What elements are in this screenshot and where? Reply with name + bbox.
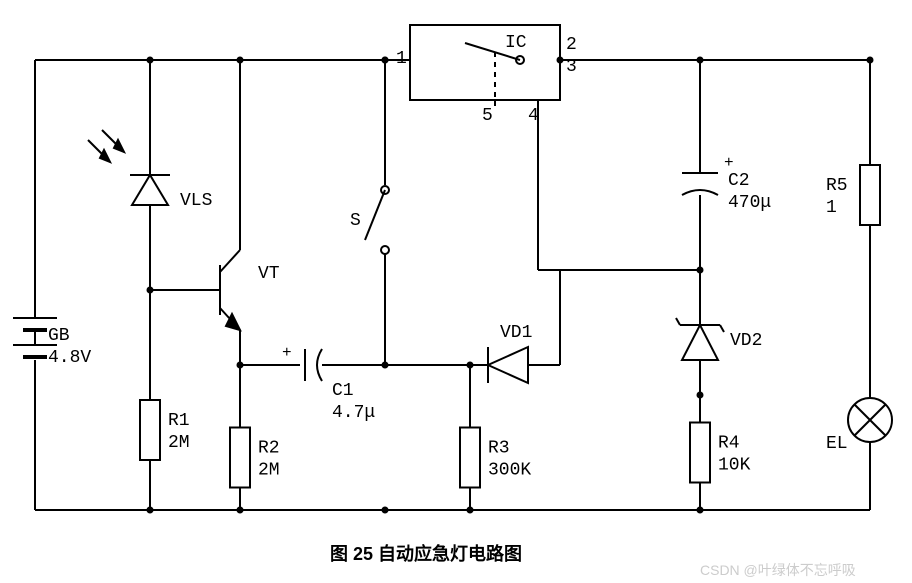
R5-value: 1 <box>826 198 837 218</box>
ic-label: IC <box>505 33 527 53</box>
R1-value: 2M <box>168 433 190 453</box>
watermark: CSDN @叶绿体不忘呼吸 <box>700 562 856 578</box>
R5-label: R5 <box>826 176 848 196</box>
C2-label: C2 <box>728 171 750 191</box>
C1-value: 4.7μ <box>332 403 375 423</box>
R2-label: R2 <box>258 439 280 459</box>
C1-label: C1 <box>332 381 354 401</box>
S-label: S <box>350 211 361 231</box>
GB-label: GB <box>48 326 70 346</box>
R1-label: R1 <box>168 411 190 431</box>
ic-pin3: 3 <box>566 57 577 77</box>
svg-text:+: + <box>724 154 734 172</box>
GB-value: 4.8V <box>48 348 91 368</box>
ic-pin2: 2 <box>566 35 577 55</box>
ic-pin1: 1 <box>396 49 407 69</box>
EL-label: EL <box>826 434 848 454</box>
ic-box <box>410 25 560 100</box>
C2-value: 470μ <box>728 193 771 213</box>
R4-label: R4 <box>718 434 740 454</box>
VT-label: VT <box>258 264 280 284</box>
VD2-label: VD2 <box>730 331 762 351</box>
R3-value: 300K <box>488 461 531 481</box>
VD1-label: VD1 <box>500 323 532 343</box>
figure-caption: 图 25 自动应急灯电路图 <box>330 543 522 564</box>
ic-pin5: 5 <box>482 106 493 126</box>
R4-value: 10K <box>718 456 751 476</box>
R3-label: R3 <box>488 439 510 459</box>
circuit-diagram: GB4.8VIC12354VLSR12MVTR22M+C14.7μSVD1R33… <box>0 0 912 583</box>
VLS-label: VLS <box>180 191 212 211</box>
svg-text:+: + <box>282 344 292 362</box>
R2-value: 2M <box>258 461 280 481</box>
